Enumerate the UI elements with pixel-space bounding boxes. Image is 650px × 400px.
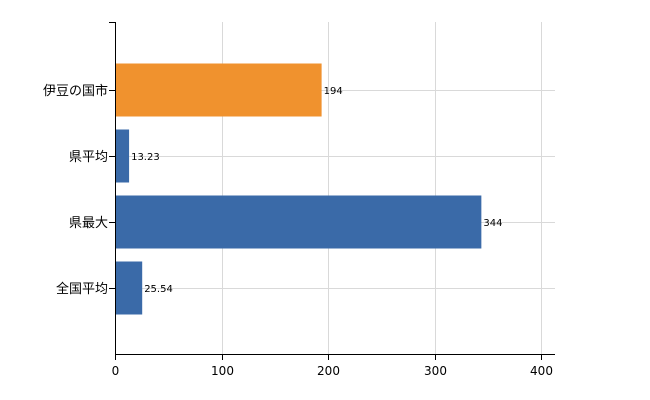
axes [109,22,555,360]
labels: 194 13.23 344 25.54 0 100 200 300 400 伊豆の国市県平均県最大… [43,83,553,378]
category-label: 県最大 [69,216,108,231]
category-label: 県平均 [69,150,108,165]
bars [116,63,482,315]
bar-1 [116,63,322,117]
bar-3 [116,195,482,249]
value-label-4: 25.54 [144,284,173,295]
bar-4 [116,261,143,315]
x-tick-label: 0 [112,364,120,378]
x-tick-label: 100 [211,364,234,378]
value-label-2: 13.23 [131,152,160,163]
x-tick-label: 200 [317,364,340,378]
bar-2 [116,129,130,183]
x-tick-label: 300 [424,364,447,378]
value-label-1: 194 [324,86,343,97]
category-label: 伊豆の国市 [43,83,108,99]
x-tick-label: 400 [530,364,553,378]
category-label: 全国平均 [56,281,108,297]
value-label-3: 344 [483,218,502,229]
